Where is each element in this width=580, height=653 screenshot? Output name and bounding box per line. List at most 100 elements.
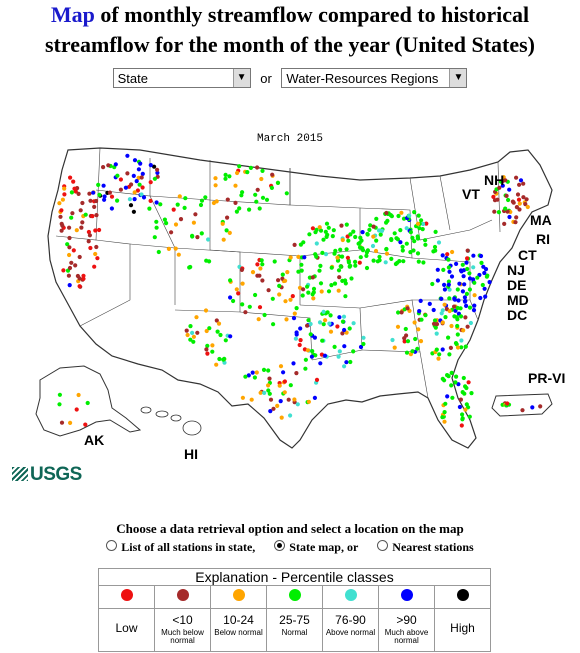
station-dot[interactable] (332, 281, 338, 286)
station-dot[interactable] (462, 282, 467, 287)
station-dot[interactable] (275, 403, 280, 408)
station-dot[interactable] (148, 163, 153, 168)
station-dot[interactable] (399, 310, 404, 315)
station-dot[interactable] (106, 163, 111, 168)
station-dot[interactable] (250, 370, 255, 375)
station-dot[interactable] (447, 269, 452, 274)
station-dot[interactable] (257, 305, 263, 310)
station-dot[interactable] (415, 346, 420, 351)
station-dot[interactable] (125, 171, 130, 176)
station-dot[interactable] (461, 328, 466, 333)
station-dot[interactable] (357, 260, 362, 265)
station-dot[interactable] (377, 254, 382, 259)
station-dot[interactable] (255, 273, 260, 278)
station-dot[interactable] (432, 318, 438, 323)
station-dot[interactable] (253, 292, 258, 298)
station-dot[interactable] (308, 321, 313, 327)
station-dot[interactable] (298, 326, 303, 331)
station-dot[interactable] (371, 224, 376, 229)
station-dot[interactable] (311, 290, 316, 295)
station-dot[interactable] (417, 226, 422, 231)
station-dot[interactable] (483, 294, 488, 299)
station-dot[interactable] (297, 342, 302, 348)
station-dot[interactable] (69, 260, 74, 265)
station-dot[interactable] (148, 180, 153, 185)
option-nearest-stations[interactable]: Nearest stations (377, 540, 474, 555)
station-dot[interactable] (361, 341, 366, 347)
station-dot[interactable] (353, 259, 358, 264)
station-dot[interactable] (96, 182, 101, 187)
station-dot[interactable] (155, 170, 160, 175)
station-dot[interactable] (227, 230, 232, 235)
station-dot[interactable] (275, 180, 281, 185)
station-dot[interactable] (228, 295, 233, 300)
station-dot[interactable] (193, 212, 198, 217)
station-dot[interactable] (385, 218, 390, 223)
station-dot[interactable] (520, 408, 525, 413)
station-dot[interactable] (446, 279, 451, 284)
station-dot[interactable] (69, 215, 74, 220)
station-dot[interactable] (332, 344, 337, 349)
station-dot[interactable] (318, 263, 323, 268)
station-dot[interactable] (365, 248, 370, 253)
station-dot[interactable] (66, 273, 71, 278)
station-dot[interactable] (465, 248, 470, 253)
station-dot[interactable] (292, 311, 297, 316)
station-dot[interactable] (109, 194, 115, 199)
station-dot[interactable] (86, 229, 91, 235)
station-dot[interactable] (278, 399, 283, 404)
station-dot[interactable] (225, 215, 230, 220)
station-dot[interactable] (268, 409, 273, 414)
station-dot[interactable] (293, 336, 298, 341)
station-dot[interactable] (81, 273, 86, 278)
station-dot[interactable] (464, 291, 469, 296)
station-dot[interactable] (255, 187, 260, 192)
station-dot[interactable] (223, 338, 228, 343)
station-dot[interactable] (434, 322, 440, 327)
station-dot[interactable] (300, 293, 305, 298)
station-dot[interactable] (358, 235, 363, 240)
station-dot[interactable] (320, 250, 325, 255)
station-dot[interactable] (217, 356, 222, 362)
station-dot[interactable] (464, 385, 469, 391)
station-dot[interactable] (342, 364, 347, 369)
station-dot[interactable] (421, 260, 426, 265)
station-dot[interactable] (87, 233, 92, 238)
station-dot[interactable] (440, 415, 445, 420)
station-dot[interactable] (446, 257, 451, 262)
station-dot[interactable] (74, 407, 79, 412)
station-dot[interactable] (448, 345, 453, 350)
station-dot[interactable] (277, 383, 282, 388)
station-dot[interactable] (322, 353, 328, 358)
station-dot[interactable] (463, 407, 468, 412)
station-dot[interactable] (441, 267, 446, 272)
station-dot[interactable] (431, 249, 436, 254)
station-dot[interactable] (393, 261, 398, 267)
station-dot[interactable] (214, 362, 219, 367)
station-dot[interactable] (450, 395, 455, 400)
station-dot[interactable] (221, 357, 226, 362)
station-dot[interactable] (247, 207, 252, 212)
station-dot[interactable] (481, 264, 486, 269)
station-dot[interactable] (436, 356, 441, 361)
station-dot[interactable] (261, 367, 267, 372)
station-dot[interactable] (310, 226, 315, 231)
station-dot[interactable] (342, 344, 347, 349)
station-dot[interactable] (395, 324, 401, 329)
station-dot[interactable] (430, 281, 435, 287)
station-dot[interactable] (303, 357, 308, 362)
station-dot[interactable] (76, 191, 81, 196)
station-dot[interactable] (335, 255, 340, 260)
station-dot[interactable] (88, 245, 93, 251)
station-dot[interactable] (463, 315, 468, 320)
station-dot[interactable] (472, 293, 477, 298)
station-dot[interactable] (392, 231, 397, 236)
station-dot[interactable] (351, 349, 356, 354)
station-dot[interactable] (276, 278, 281, 283)
station-dot[interactable] (67, 265, 73, 271)
station-dot[interactable] (419, 317, 424, 322)
station-dot[interactable] (59, 208, 64, 213)
station-dot[interactable] (141, 195, 147, 200)
station-dot[interactable] (445, 252, 450, 257)
station-dot[interactable] (459, 345, 464, 350)
